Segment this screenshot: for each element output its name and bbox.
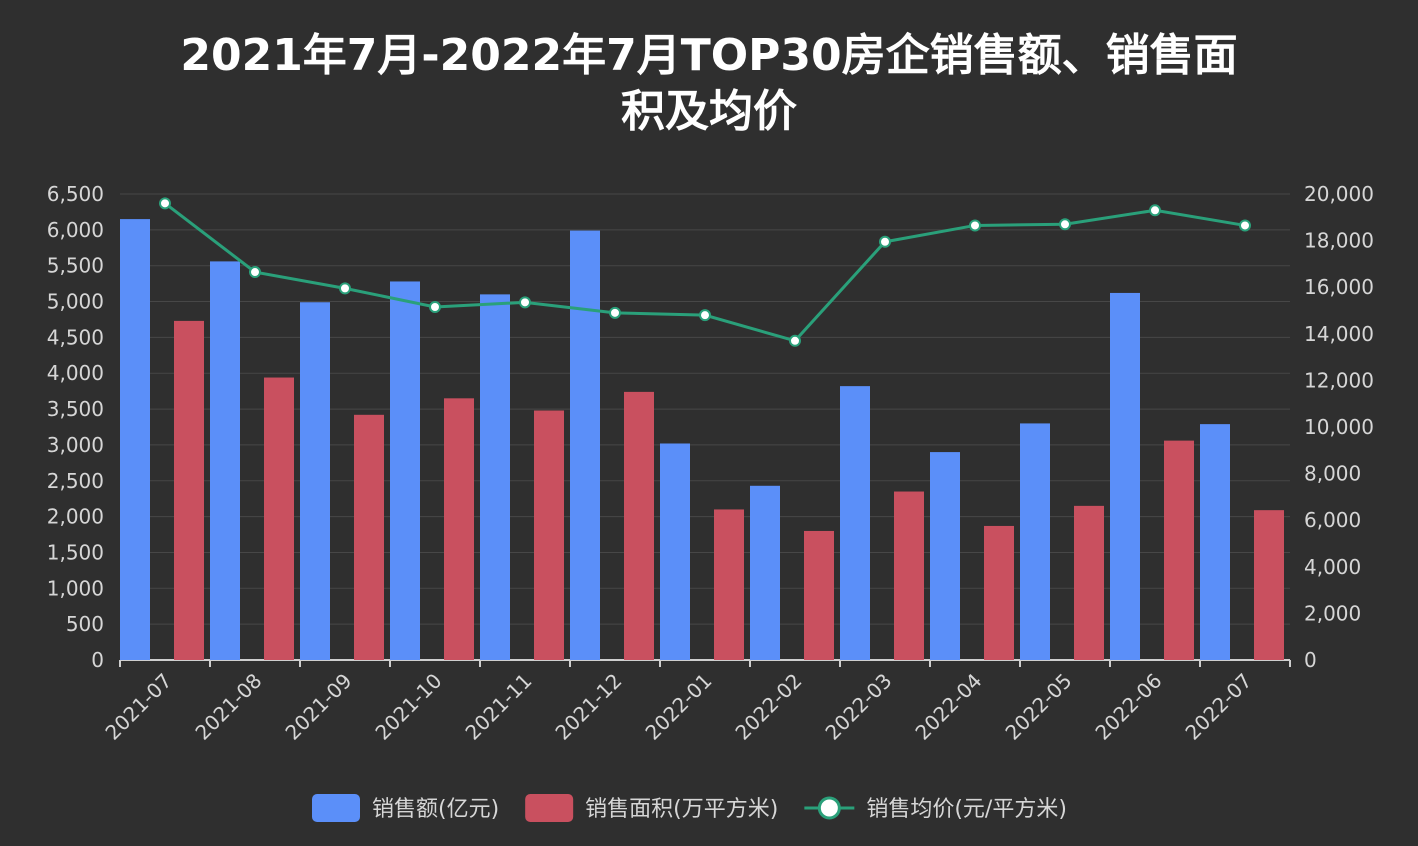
- bar-sales-amount: [660, 443, 690, 660]
- bar-sales-amount: [1200, 424, 1230, 660]
- x-axis-tick-label: 2022-05: [1000, 669, 1076, 745]
- bar-sales-amount: [1020, 423, 1050, 660]
- line-point-avg-price: [159, 197, 171, 210]
- line-point-avg-price: [699, 309, 711, 322]
- bar-sales-amount: [300, 302, 330, 660]
- x-axis-tick-label: 2022-01: [640, 669, 716, 745]
- left-axis-tick-label: 2,500: [47, 469, 104, 493]
- x-axis-tick-label: 2021-12: [550, 669, 626, 745]
- bar-sales-area: [984, 525, 1014, 660]
- line-point-avg-price: [1059, 218, 1071, 231]
- right-axis-tick-label: 2,000: [1304, 601, 1361, 625]
- bar-sales-amount: [930, 452, 960, 660]
- bar-sales-area: [714, 509, 744, 660]
- legend-label: 销售额(亿元): [372, 797, 499, 822]
- line-point-avg-price: [789, 334, 801, 347]
- bar-sales-amount: [840, 386, 870, 660]
- chart-title-line-1: 2021年7月-2022年7月TOP30房企销售额、销售面: [180, 30, 1238, 81]
- x-axis-tick-label: 2022-04: [910, 669, 986, 745]
- line-point-avg-price: [609, 306, 621, 319]
- left-axis-tick-label: 1,500: [47, 540, 104, 564]
- left-axis-tick-label: 2,000: [47, 505, 104, 529]
- right-axis-tick-label: 8,000: [1304, 462, 1361, 486]
- left-axis-tick-label: 5,500: [47, 254, 104, 278]
- legend-label: 销售面积(万平方米): [585, 797, 778, 822]
- legend-label: 销售均价(元/平方米): [866, 797, 1067, 822]
- bar-sales-area: [534, 410, 564, 660]
- legend-swatch: [312, 794, 360, 822]
- left-axis-tick-label: 6,500: [47, 182, 104, 206]
- x-axis-tick-label: 2021-08: [190, 669, 266, 745]
- legend-line-marker: [817, 796, 841, 820]
- line-point-avg-price: [879, 235, 891, 248]
- left-axis-tick-label: 3,000: [47, 433, 104, 457]
- legend-swatch: [525, 794, 574, 822]
- x-axis-tick-label: 2021-10: [370, 669, 446, 745]
- right-axis-tick-label: 14,000: [1304, 322, 1374, 346]
- left-axis-tick-label: 6,000: [47, 218, 104, 242]
- bar-sales-area: [444, 398, 474, 660]
- left-axis-tick-label: 4,000: [47, 361, 104, 385]
- line-point-avg-price: [429, 301, 441, 314]
- bar-sales-area: [1164, 440, 1194, 660]
- right-axis-tick-label: 4,000: [1304, 555, 1361, 579]
- bar-sales-amount: [570, 230, 600, 660]
- bar-sales-amount: [210, 261, 240, 660]
- bar-sales-amount: [480, 294, 510, 660]
- right-axis-tick-label: 12,000: [1304, 368, 1374, 392]
- bar-sales-area: [354, 414, 384, 660]
- bar-sales-area: [264, 377, 294, 660]
- bar-sales-area: [624, 391, 654, 660]
- left-axis-tick-label: 1,000: [47, 576, 104, 600]
- line-point-avg-price: [1239, 219, 1251, 232]
- x-axis-tick-label: 2022-06: [1090, 669, 1166, 745]
- line-point-avg-price: [969, 219, 981, 232]
- bar-sales-amount: [750, 485, 780, 660]
- right-axis-tick-label: 18,000: [1304, 229, 1374, 253]
- line-point-avg-price: [519, 296, 531, 309]
- line-point-avg-price: [249, 266, 261, 279]
- bar-sales-area: [174, 320, 204, 660]
- line-point-avg-price: [1149, 204, 1161, 217]
- x-axis-tick-label: 2021-11: [460, 669, 536, 745]
- left-axis-tick-label: 4,500: [47, 325, 104, 349]
- bar-sales-area: [804, 530, 834, 660]
- x-axis-tick-label: 2022-07: [1180, 669, 1256, 745]
- x-axis-tick-label: 2021-07: [100, 669, 176, 745]
- right-axis-tick-label: 20,000: [1304, 182, 1374, 206]
- chart-title-line-2: 积及均价: [621, 86, 797, 137]
- left-axis-tick-label: 500: [66, 612, 104, 636]
- right-axis-tick-label: 6,000: [1304, 508, 1361, 532]
- right-axis-tick-label: 16,000: [1304, 275, 1374, 299]
- right-axis-tick-label: 0: [1304, 648, 1317, 672]
- right-axis-tick-label: 10,000: [1304, 415, 1374, 439]
- line-point-avg-price: [339, 282, 351, 295]
- bar-sales-amount: [390, 281, 420, 660]
- x-axis-tick-label: 2022-02: [730, 669, 806, 745]
- left-axis-tick-label: 3,500: [47, 397, 104, 421]
- x-axis-tick-label: 2022-03: [820, 669, 896, 745]
- bar-sales-amount: [120, 219, 150, 661]
- bar-sales-amount: [1110, 292, 1140, 660]
- x-axis-tick-label: 2021-09: [280, 669, 356, 745]
- chart-title: 2021年7月-2022年7月TOP30房企销售额、销售面 积及均价: [0, 28, 1418, 140]
- bar-sales-area: [1254, 510, 1284, 660]
- bar-sales-area: [894, 491, 924, 660]
- left-axis-tick-label: 5,000: [47, 290, 104, 314]
- left-axis-tick-label: 0: [91, 648, 104, 672]
- bar-sales-area: [1074, 505, 1104, 660]
